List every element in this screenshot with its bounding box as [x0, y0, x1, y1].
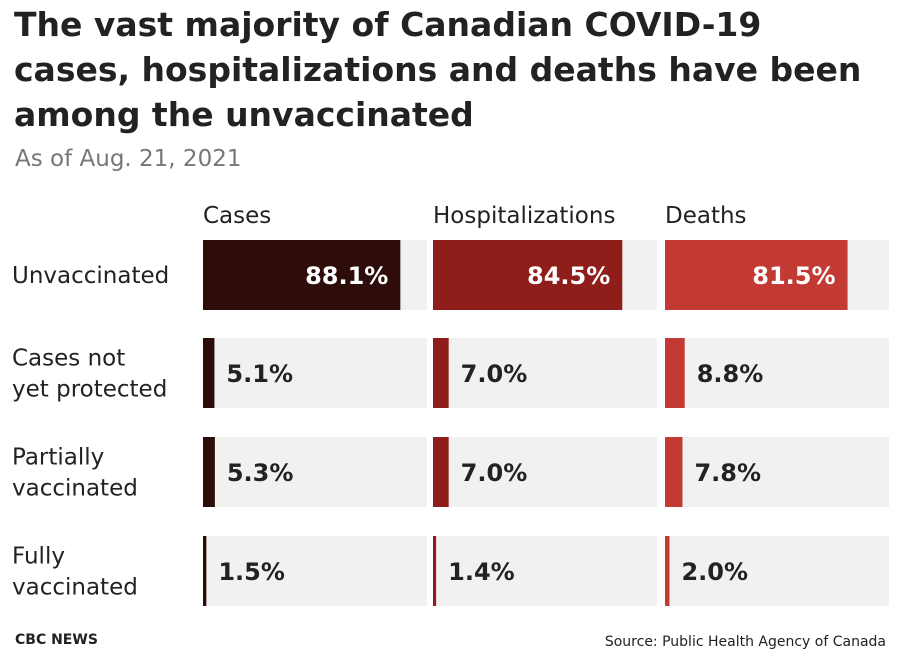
data-label-hospitalizations-unvaccinated: 84.5%: [527, 262, 610, 290]
bar-hospitalizations-unvaccinated: [433, 240, 623, 310]
data-label-deaths-cases-not-yet-protected: 8.8%: [697, 360, 764, 388]
row-label-line: Unvaccinated: [12, 263, 169, 289]
bar-cases-partially-vaccinated: [203, 437, 215, 507]
track-deaths-cases-not-yet-protected: [665, 338, 889, 408]
row-label-line: vaccinated: [12, 476, 138, 502]
bar-chart: Cases Hospitalizations Deaths Unvaccinated 8…: [12, 203, 889, 606]
bar-deaths-fully-vaccinated: [665, 536, 670, 606]
bar-hospitalizations-partially-vaccinated: [433, 437, 449, 507]
bar-cases-unvaccinated: [203, 240, 401, 310]
data-label-hospitalizations-partially-vaccinated: 7.0%: [461, 459, 528, 487]
data-label-cases-fully-vaccinated: 1.5%: [218, 558, 285, 586]
row-label-partially-vaccinated: Partially vaccinated: [12, 445, 138, 502]
data-label-deaths-partially-vaccinated: 7.8%: [694, 459, 761, 487]
row-label-line: Cases not: [12, 346, 125, 372]
column-header-deaths: Deaths: [665, 203, 747, 229]
credit-label: CBC NEWS: [15, 632, 98, 648]
data-label-cases-partially-vaccinated: 5.3%: [227, 459, 294, 487]
row-label-line: Fully: [12, 544, 65, 570]
chart-title: The vast majority of Canadian COVID-19 c…: [14, 5, 862, 134]
data-label-deaths-unvaccinated: 81.5%: [752, 262, 835, 290]
data-label-cases-cases-not-yet-protected: 5.1%: [226, 360, 293, 388]
row-label-line: yet protected: [12, 377, 167, 403]
column-header-cases: Cases: [203, 203, 271, 229]
track-cases-fully-vaccinated: [203, 536, 427, 606]
bar-deaths-cases-not-yet-protected: [665, 338, 685, 408]
data-label-hospitalizations-fully-vaccinated: 1.4%: [448, 558, 515, 586]
bar-hospitalizations-cases-not-yet-protected: [433, 338, 449, 408]
data-label-deaths-fully-vaccinated: 2.0%: [681, 558, 748, 586]
row-label-line: vaccinated: [12, 575, 138, 601]
track-cases-cases-not-yet-protected: [203, 338, 427, 408]
chart-subtitle: As of Aug. 21, 2021: [15, 146, 242, 172]
bar-cases-cases-not-yet-protected: [203, 338, 215, 408]
column-header-hospitalizations: Hospitalizations: [433, 203, 615, 229]
track-hospitalizations-cases-not-yet-protected: [433, 338, 657, 408]
row-label-cases-not-yet-protected: Cases not yet protected: [12, 346, 167, 403]
source-label: Source: Public Health Agency of Canada: [604, 634, 886, 650]
bar-deaths-partially-vaccinated: [665, 437, 683, 507]
data-label-cases-unvaccinated: 88.1%: [305, 262, 388, 290]
row-label-fully-vaccinated: Fully vaccinated: [12, 544, 138, 601]
track-hospitalizations-partially-vaccinated: [433, 437, 657, 507]
track-cases-partially-vaccinated: [203, 437, 427, 507]
bar-cases-fully-vaccinated: [203, 536, 207, 606]
track-deaths-fully-vaccinated: [665, 536, 889, 606]
data-label-hospitalizations-cases-not-yet-protected: 7.0%: [461, 360, 528, 388]
row-label-unvaccinated: Unvaccinated: [12, 263, 169, 289]
track-deaths-partially-vaccinated: [665, 437, 889, 507]
bar-hospitalizations-fully-vaccinated: [433, 536, 437, 606]
bar-deaths-unvaccinated: [665, 240, 848, 310]
row-label-line: Partially: [12, 445, 104, 471]
track-hospitalizations-fully-vaccinated: [433, 536, 657, 606]
